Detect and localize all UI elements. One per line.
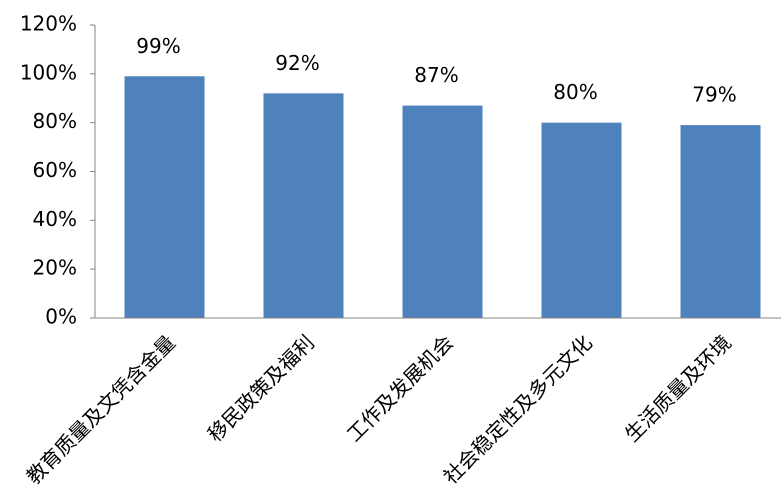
y-tick-label: 40%	[33, 207, 77, 231]
y-tick-label: 80%	[33, 109, 77, 133]
x-tick-label: 移民政策及福利	[203, 330, 319, 446]
x-tick-label: 教育质量及文凭含金量	[22, 330, 180, 488]
bar	[402, 105, 483, 318]
y-tick-label: 60%	[33, 158, 77, 182]
bar	[124, 76, 205, 319]
bar	[263, 93, 344, 318]
value-label: 92%	[275, 51, 319, 75]
value-label: 80%	[553, 80, 597, 104]
bar	[541, 122, 622, 319]
value-label: 87%	[414, 63, 458, 87]
x-tick-label: 工作及发展机会	[342, 330, 458, 446]
y-tick-label: 100%	[20, 60, 77, 84]
y-tick-label: 120%	[20, 12, 77, 36]
x-tick-label: 生活质量及环境	[620, 330, 736, 446]
value-label: 99%	[136, 34, 180, 58]
bar	[680, 125, 761, 318]
value-label: 79%	[692, 83, 736, 107]
x-tick-label: 社会稳定性及多元文化	[439, 330, 597, 488]
y-tick-label: 20%	[33, 256, 77, 280]
y-tick-label: 0%	[45, 305, 77, 329]
